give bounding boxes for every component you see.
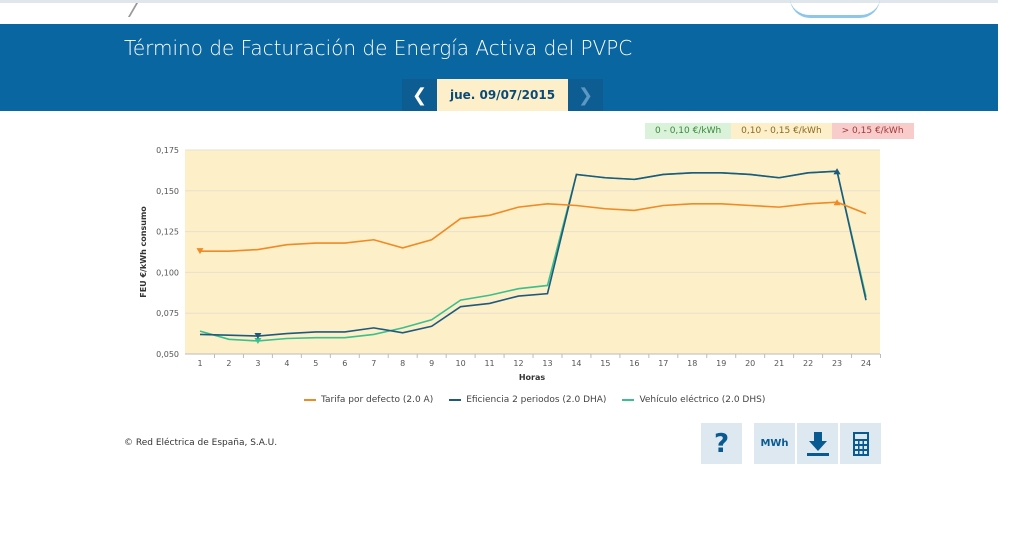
x-axis-label: Horas — [519, 373, 546, 382]
x-tick-label: 16 — [629, 359, 639, 368]
series-legend: Tarifa por defecto (2.0 A) Eficiencia 2 … — [304, 395, 765, 405]
x-tick-label: 19 — [716, 359, 726, 368]
x-tick-label: 3 — [255, 359, 260, 368]
x-tick-label: 1 — [197, 359, 202, 368]
x-tick-label: 13 — [542, 359, 552, 368]
x-tick-label: 9 — [429, 359, 434, 368]
range-low: 0 - 0,10 €/kWh — [645, 123, 732, 139]
x-tick-label: 14 — [571, 359, 581, 368]
help-button[interactable]: ? — [701, 423, 742, 464]
max-marker — [833, 199, 841, 206]
x-tick-label: 6 — [342, 359, 347, 368]
calculator-button[interactable] — [840, 423, 881, 464]
range-mid: 0,10 - 0,15 €/kWh — [731, 123, 832, 139]
series-line-1 — [199, 170, 867, 337]
price-range-legend: 0 - 0,10 €/kWh 0,10 - 0,15 €/kWh > 0,15 … — [645, 123, 914, 139]
download-icon — [806, 431, 829, 456]
y-tick-label: 0,100 — [156, 268, 179, 277]
page-title: Término de Facturación de Energía Activa… — [124, 36, 633, 60]
y-tick-label: 0,150 — [156, 187, 179, 196]
legend-label: Eficiencia 2 periodos (2.0 DHA) — [466, 395, 607, 405]
y-tick-label: 0,175 — [156, 146, 179, 155]
x-tick-label: 4 — [284, 359, 289, 368]
prev-day-button[interactable]: ❮ — [402, 79, 437, 111]
min-marker — [196, 248, 204, 255]
x-tick-label: 22 — [803, 359, 813, 368]
legend-label: Vehículo eléctrico (2.0 DHS) — [639, 395, 766, 405]
x-tick-label: 12 — [513, 359, 523, 368]
y-tick-label: 0,050 — [156, 350, 179, 359]
calculator-icon — [852, 431, 869, 456]
x-tick-label: 23 — [832, 359, 842, 368]
y-tick-label: 0,125 — [156, 228, 179, 237]
chevron-left-icon: ❮ — [411, 84, 428, 106]
x-tick-label: 5 — [313, 359, 318, 368]
x-tick-label: 24 — [861, 359, 871, 368]
x-tick-label: 21 — [774, 359, 784, 368]
legend-item-2-0-dha[interactable]: Eficiencia 2 periodos (2.0 DHA) — [449, 395, 606, 405]
y-tick-label: 0,075 — [156, 309, 179, 318]
x-tick-label: 15 — [600, 359, 610, 368]
mwh-button[interactable]: MWh — [754, 423, 795, 464]
date-picker[interactable]: jue. 09/07/2015 — [437, 79, 568, 111]
help-icon: ? — [713, 428, 730, 459]
top-bar — [0, 0, 998, 27]
legend-item-2-0-a[interactable]: Tarifa por defecto (2.0 A) — [304, 395, 433, 405]
chevron-right-icon: ❯ — [577, 84, 594, 106]
mwh-label: MWh — [760, 438, 789, 449]
x-tick-label: 18 — [687, 359, 697, 368]
x-tick-label: 11 — [484, 359, 494, 368]
esios-logo[interactable] — [790, 0, 880, 18]
x-tick-label: 17 — [658, 359, 668, 368]
download-button[interactable] — [797, 423, 838, 464]
legend-item-2-0-dhs[interactable]: Vehículo eléctrico (2.0 DHS) — [622, 395, 765, 405]
x-tick-label: 20 — [745, 359, 755, 368]
x-tick-label: 10 — [456, 359, 466, 368]
date-navigator: ❮ jue. 09/07/2015 ❯ — [402, 79, 603, 111]
min-marker — [254, 337, 262, 344]
max-marker — [833, 168, 841, 175]
legend-label: Tarifa por defecto (2.0 A) — [321, 395, 434, 405]
copyright: © Red Eléctrica de España, S.A.U. — [124, 438, 278, 448]
x-tick-label: 7 — [371, 359, 376, 368]
x-tick-label: 2 — [226, 359, 231, 368]
series-line-0 — [200, 201, 867, 252]
range-high: > 0,15 €/kWh — [831, 123, 914, 139]
x-tick-label: 8 — [400, 359, 405, 368]
y-axis-label: FEU €/kWh consumo — [139, 206, 148, 298]
min-marker — [254, 333, 262, 340]
plot-background — [185, 150, 880, 354]
next-day-button[interactable]: ❯ — [568, 79, 603, 111]
